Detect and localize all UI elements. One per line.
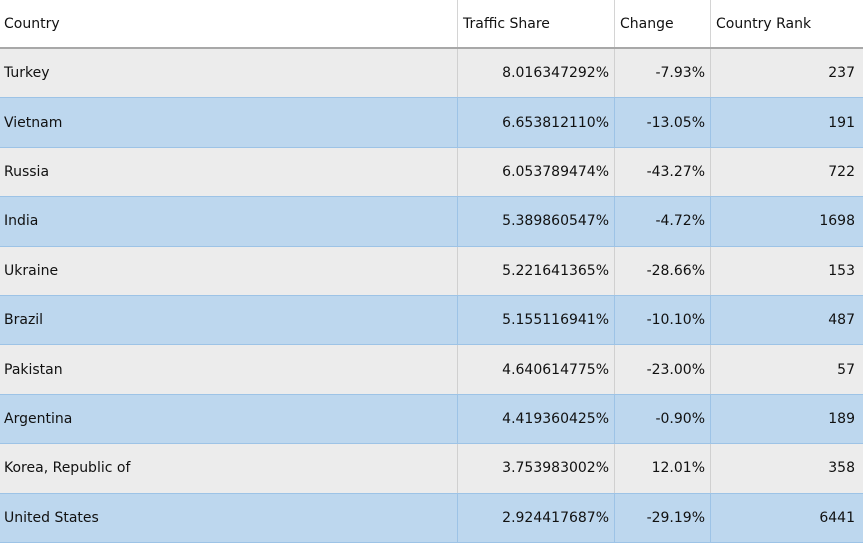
cell-traffic-share[interactable]: 6.053789474% [458, 147, 615, 197]
cell-traffic-share[interactable]: 8.016347292% [458, 49, 615, 98]
cell-country-rank[interactable]: 189 [828, 410, 855, 427]
cell-country[interactable]: United States [0, 493, 458, 542]
cell-change[interactable]: -10.10% [615, 295, 711, 345]
cell-country[interactable]: Korea, Republic of [0, 444, 458, 493]
cell-change[interactable]: -4.72% [615, 197, 711, 246]
cell-traffic-share[interactable]: 4.419360425% [458, 394, 615, 444]
cell-country[interactable]: Argentina [0, 394, 458, 444]
table-header-row: Country Traffic Share Change Country Ran… [0, 0, 863, 49]
table-row[interactable]: Argentina 4.419360425% -0.90% 189 [0, 394, 863, 445]
table-row[interactable]: Russia 6.053789474% -43.27% 722 [0, 147, 863, 198]
cell-country-rank[interactable]: 237 [828, 65, 855, 82]
cell-country[interactable]: Russia [0, 147, 458, 197]
table-row[interactable]: Turkey 8.016347292% -7.93% 237 [0, 49, 863, 99]
cell-country[interactable]: Pakistan [0, 345, 458, 394]
cell-country-rank[interactable]: 57 [837, 361, 855, 378]
cell-country-rank[interactable]: 191 [828, 114, 855, 131]
cell-country-rank[interactable]: 722 [828, 163, 855, 180]
header-change[interactable]: Change [615, 0, 711, 47]
cell-country[interactable]: India [0, 197, 458, 246]
table-row[interactable]: Brazil 5.155116941% -10.10% 487 [0, 295, 863, 346]
cell-traffic-share[interactable]: 3.753983002% [458, 444, 615, 493]
cell-traffic-share[interactable]: 2.924417687% [458, 493, 615, 542]
cell-country-rank[interactable]: 358 [828, 460, 855, 477]
table-row[interactable]: United States 2.924417687% -29.19% 6441 [0, 493, 863, 543]
cell-change[interactable]: 12.01% [615, 444, 711, 493]
cell-country-rank[interactable]: 487 [828, 312, 855, 329]
table-body: Turkey 8.016347292% -7.93% 237 Vietnam 6.6538… [0, 49, 863, 543]
cell-country-rank[interactable]: 153 [828, 262, 855, 279]
cell-change[interactable]: -7.93% [615, 49, 711, 98]
cell-country-rank[interactable]: 6441 [819, 509, 855, 526]
table-row[interactable]: India 5.389860547% -4.72% 1698 [0, 197, 863, 247]
cell-change[interactable]: -13.05% [615, 98, 711, 147]
cell-traffic-share[interactable]: 5.155116941% [458, 295, 615, 345]
table-row[interactable]: Pakistan 4.640614775% -23.00% 57 [0, 345, 863, 395]
cell-country-rank[interactable]: 1698 [819, 213, 855, 230]
table-row[interactable]: Korea, Republic of 3.753983002% 12.01% 358 [0, 444, 863, 494]
cell-change[interactable]: -0.90% [615, 394, 711, 444]
header-country[interactable]: Country [0, 0, 458, 47]
cell-traffic-share[interactable]: 6.653812110% [458, 98, 615, 147]
header-country-rank[interactable]: Country Rank [716, 15, 812, 32]
cell-country[interactable]: Brazil [0, 295, 458, 345]
header-traffic-share[interactable]: Traffic Share [458, 0, 615, 47]
cell-change[interactable]: -23.00% [615, 345, 711, 394]
cell-country[interactable]: Ukraine [0, 246, 458, 295]
cell-traffic-share[interactable]: 5.221641365% [458, 246, 615, 295]
cell-change[interactable]: -43.27% [615, 147, 711, 197]
cell-traffic-share[interactable]: 5.389860547% [458, 197, 615, 246]
table-row[interactable]: Ukraine 5.221641365% -28.66% 153 [0, 246, 863, 296]
table-row[interactable]: Vietnam 6.653812110% -13.05% 191 [0, 98, 863, 148]
cell-country[interactable]: Turkey [0, 49, 458, 98]
cell-change[interactable]: -28.66% [615, 246, 711, 295]
cell-change[interactable]: -29.19% [615, 493, 711, 542]
cell-traffic-share[interactable]: 4.640614775% [458, 345, 615, 394]
cell-country[interactable]: Vietnam [0, 98, 458, 147]
